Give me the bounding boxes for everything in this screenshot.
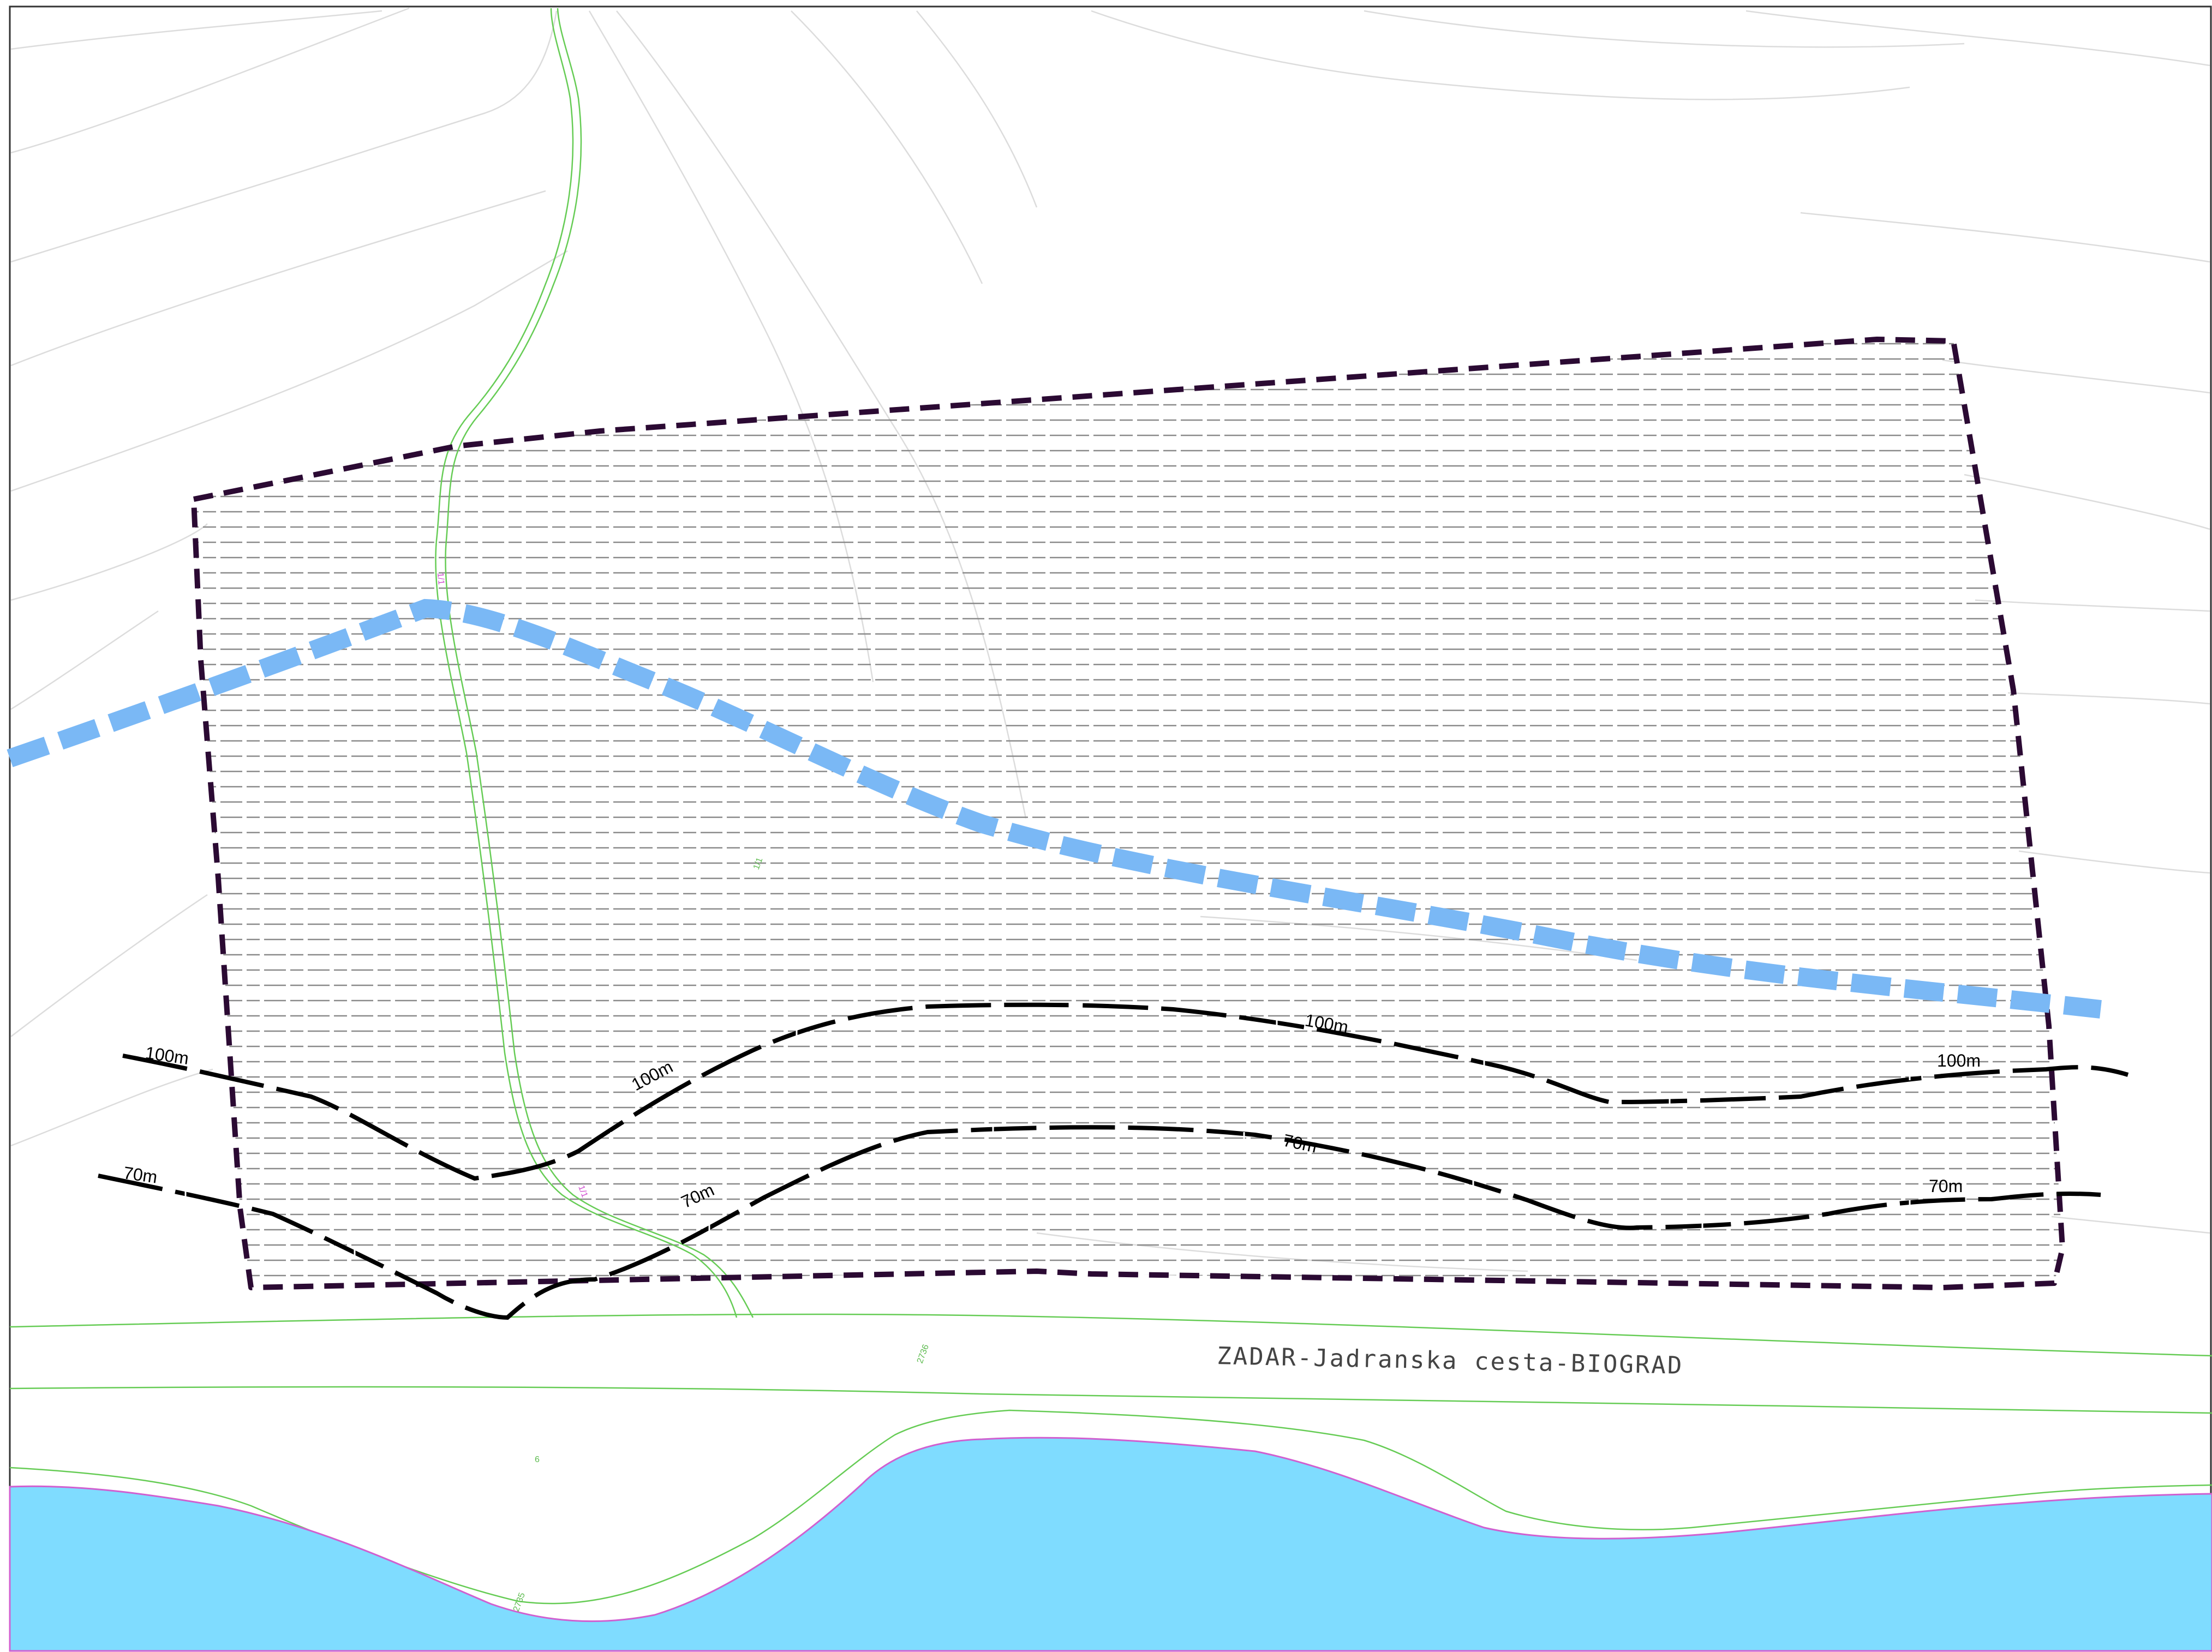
planning-zone-hatch xyxy=(194,339,2062,1288)
parcel-number: 6 xyxy=(535,1455,540,1464)
terrain-lines xyxy=(10,7,2210,1272)
contour-100m xyxy=(122,1002,2129,1181)
contour-70m xyxy=(98,1125,2101,1320)
contour-label: 70m xyxy=(1929,1176,1963,1196)
path-label: 1/1 xyxy=(576,1184,589,1199)
contour-ticks xyxy=(174,1003,1911,1256)
parcel-number: 1/1 xyxy=(752,857,765,871)
contour-label: 100m xyxy=(1937,1051,1981,1070)
path-label: 1/1 xyxy=(435,572,446,585)
sea xyxy=(9,1436,2212,1652)
planning-zone-boundary xyxy=(191,337,2065,1290)
path-labels: 1/1 1/1 xyxy=(435,572,589,1199)
contour-label: 70m xyxy=(122,1163,159,1187)
contours xyxy=(98,1002,2129,1320)
